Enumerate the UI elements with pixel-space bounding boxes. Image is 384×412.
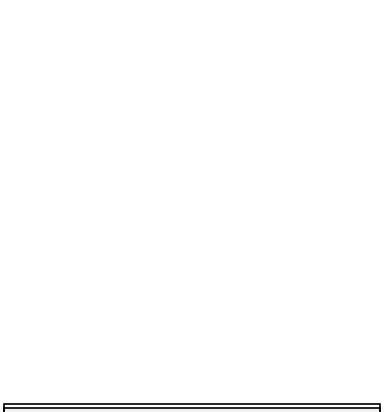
Bar xyxy=(4,408,380,412)
Bar xyxy=(4,408,380,412)
Bar xyxy=(4,404,380,412)
